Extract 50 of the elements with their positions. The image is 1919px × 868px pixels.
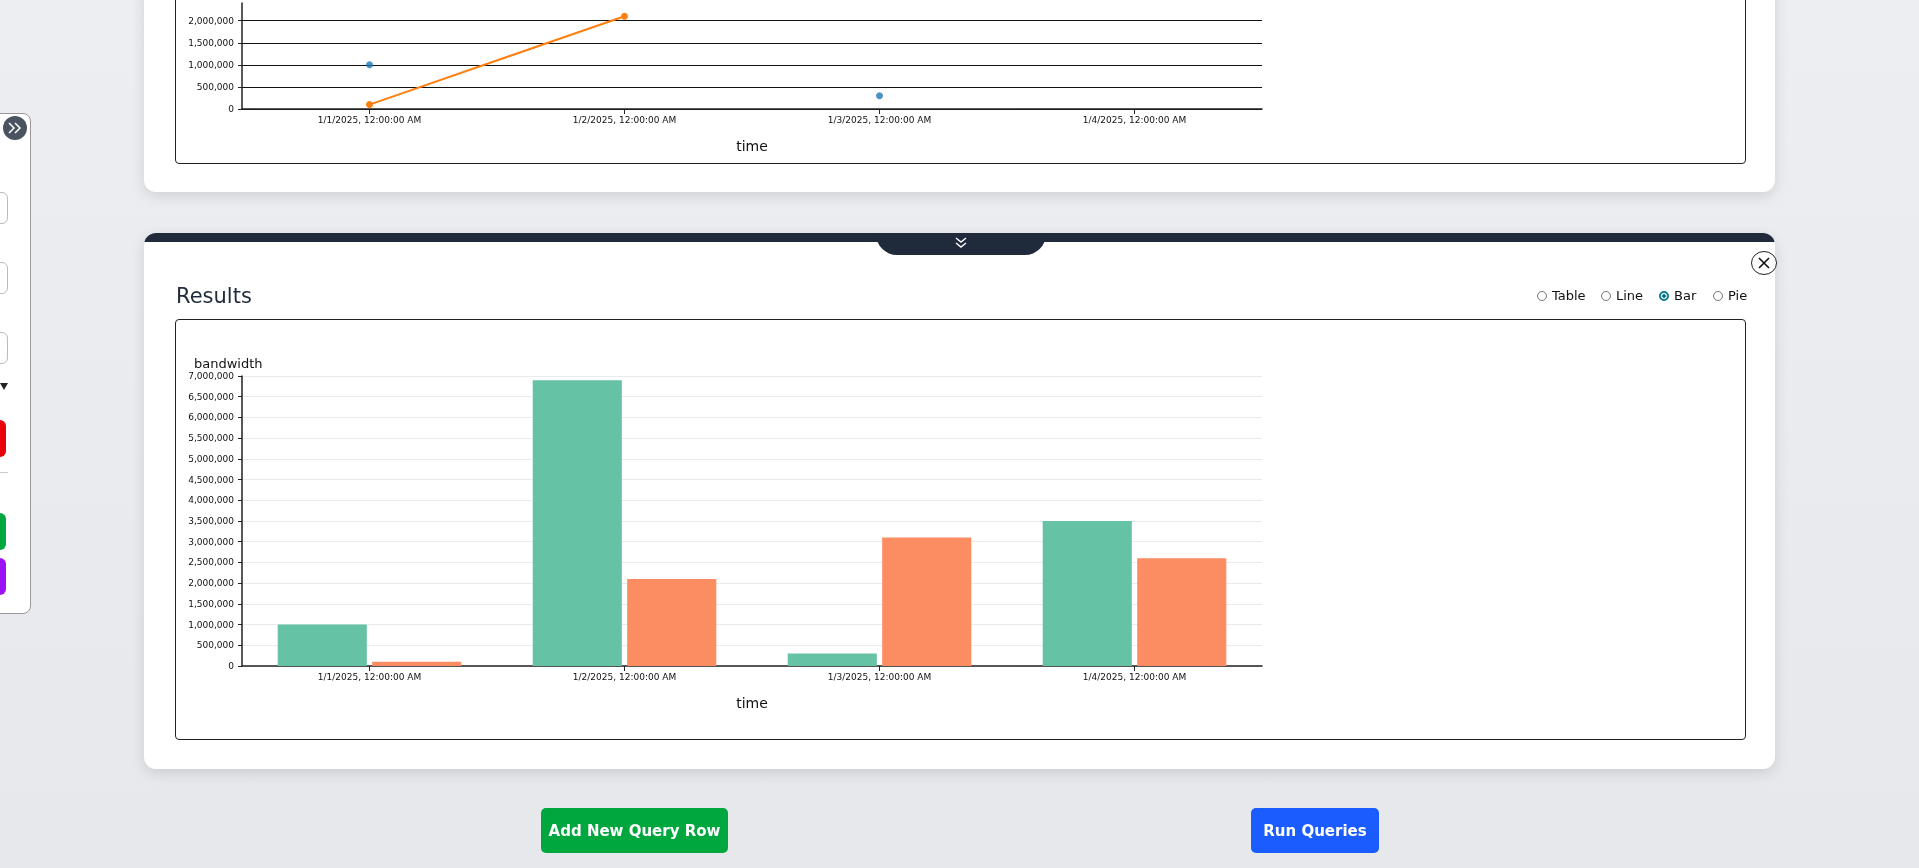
y-tick-label: 2,500,000 (188, 557, 235, 568)
text: Line (1616, 288, 1644, 303)
y-tick-label: 7,000,000 (188, 371, 235, 381)
chart-title: Results (176, 284, 252, 308)
bar (1042, 521, 1132, 666)
y-tick-label: 2,000,000 (188, 15, 235, 26)
text: Pie (1728, 288, 1748, 303)
bar (1137, 558, 1227, 666)
x-tick-label: 1/3/2025, 12:00:00 AM (827, 671, 932, 682)
x-tick-label: 1/1/2025, 12:00:00 AM (317, 114, 422, 125)
x-tick-label: 1/1/2025, 12:00:00 AM (317, 671, 422, 682)
bar (787, 653, 877, 666)
x-tick-label: 1/2/2025, 12:00:00 AM (572, 114, 677, 125)
y-tick-label: 5,500,000 (188, 433, 235, 444)
bar (277, 624, 367, 666)
y-tick-label: 500,000 (196, 81, 235, 92)
y-tick-label: 500,000 (196, 640, 235, 651)
bar (627, 579, 717, 666)
x-tick-label: 1/4/2025, 12:00:00 AM (1082, 671, 1187, 682)
text: Run Queries (1251, 808, 1379, 853)
bar (372, 661, 462, 666)
y-tick-label: 3,500,000 (188, 516, 235, 526)
x-tick-label: 1/2/2025, 12:00:00 AM (572, 671, 677, 682)
x-axis-title: time (736, 138, 768, 154)
y-tick-label: 6,500,000 (188, 391, 235, 402)
text: Table (1552, 288, 1586, 303)
point (366, 61, 373, 69)
y-tick-label: 0 (228, 104, 235, 114)
bar (532, 380, 622, 666)
y-axis-title: bandwidth (194, 356, 263, 371)
y-tick-label: 4,500,000 (188, 474, 235, 485)
text: Bar (1674, 288, 1697, 303)
x-tick-label: 1/4/2025, 12:00:00 AM (1082, 114, 1187, 125)
point (366, 101, 373, 109)
y-tick-label: 0 (228, 661, 235, 671)
x-tick-label: 1/3/2025, 12:00:00 AM (827, 114, 932, 125)
point (621, 12, 628, 20)
y-tick-label: 1,500,000 (188, 37, 235, 48)
y-tick-label: 2,000,000 (188, 578, 235, 589)
x-axis-title: time (736, 695, 768, 711)
y-tick-label: 1,500,000 (188, 598, 235, 609)
y-tick-label: 1,000,000 (188, 619, 235, 630)
point (876, 92, 883, 100)
y-tick-label: 6,000,000 (188, 412, 235, 423)
y-tick-label: 3,000,000 (188, 536, 235, 547)
y-tick-label: 1,000,000 (188, 59, 235, 70)
y-tick-label: 5,000,000 (188, 453, 235, 464)
text: Add New Query Row (541, 808, 728, 853)
bar (882, 537, 972, 666)
y-tick-label: 4,000,000 (188, 495, 235, 506)
